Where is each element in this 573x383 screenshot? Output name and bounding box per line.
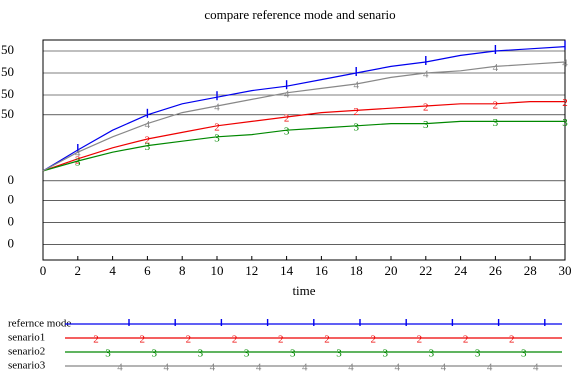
legend-marker: 4	[302, 362, 308, 374]
line-marker: 4	[423, 69, 429, 81]
legend-marker: 3	[105, 348, 111, 360]
x-tick-label: 8	[179, 263, 186, 278]
line-marker: 3	[423, 119, 429, 131]
legend-marker: 3	[151, 348, 157, 360]
legend-marker: 4	[394, 362, 400, 374]
line-marker: 4	[562, 58, 568, 70]
y-tick-label: 50	[1, 42, 14, 57]
legend-marker: 2	[139, 334, 145, 346]
y-tick-label: 50	[1, 106, 14, 121]
legend-marker: 4	[210, 362, 216, 374]
line-marker: 4	[284, 88, 290, 100]
y-tick-label: 0	[8, 236, 15, 251]
x-tick-label: 24	[454, 263, 468, 278]
line-marker: 4	[75, 148, 81, 160]
line-marker: 4	[214, 102, 220, 114]
series-line	[42, 61, 566, 172]
x-tick-label: 30	[559, 263, 572, 278]
line-marker: 3	[145, 141, 151, 153]
legend-marker: 4	[487, 362, 493, 374]
x-axis-label: time	[292, 283, 315, 298]
legend-marker: 2	[324, 334, 330, 346]
x-tick-label: 16	[315, 263, 329, 278]
x-tick-label: 20	[385, 263, 398, 278]
x-tick-label: 4	[109, 263, 116, 278]
legend-marker: 4	[163, 362, 169, 374]
legend-marker: 2	[417, 334, 423, 346]
line-marker: 4	[145, 119, 151, 131]
legend-marker: 4	[441, 362, 447, 374]
x-tick-label: 18	[350, 263, 363, 278]
line-marker: 2	[214, 121, 220, 133]
legend-label: senario3	[8, 360, 46, 372]
series-line	[42, 46, 566, 172]
legend-marker: 3	[521, 348, 527, 360]
legend-marker: 4	[348, 362, 354, 374]
line-marker: 3	[493, 117, 499, 129]
legend-marker: 3	[382, 348, 388, 360]
x-tick-label: 12	[245, 263, 258, 278]
legend-marker: 3	[475, 348, 481, 360]
line-marker: 2	[562, 97, 568, 109]
y-tick-label: 0	[8, 192, 15, 207]
legend-marker: 3	[336, 348, 342, 360]
y-tick-label: 50	[1, 86, 14, 101]
series-line	[42, 120, 565, 172]
legend-marker: 2	[463, 334, 469, 346]
legend-marker: 4	[256, 362, 262, 374]
legend-marker: 2	[370, 334, 376, 346]
line-marker: 2	[493, 99, 499, 111]
legend-label: senario2	[8, 346, 45, 358]
plot-frame	[42, 39, 566, 261]
legend-marker: 2	[93, 334, 99, 346]
legend-label: senario1	[8, 332, 45, 344]
line-marker: 3	[75, 157, 81, 169]
line-marker: 3	[353, 121, 359, 133]
line-marker: 3	[214, 132, 220, 144]
legend-marker: 2	[509, 334, 515, 346]
x-tick-label: 0	[40, 263, 47, 278]
legend-marker: 3	[290, 348, 296, 360]
line-marker: 2	[423, 102, 429, 114]
line-marker: 4	[353, 80, 359, 92]
x-tick-label: 26	[489, 263, 503, 278]
line-marker: 4	[493, 62, 499, 74]
y-tick-label: 0	[8, 172, 15, 187]
line-marker: 3	[562, 117, 568, 129]
chart-title: compare reference mode and senario	[204, 7, 395, 22]
legend-label: refernce mode	[8, 318, 71, 330]
legend-marker: 4	[117, 362, 123, 374]
legend-marker: 3	[244, 348, 250, 360]
x-tick-label: 28	[524, 263, 537, 278]
line-marker: 2	[284, 113, 290, 125]
y-tick-label: 0	[8, 214, 15, 229]
x-tick-label: 22	[419, 263, 432, 278]
y-tick-label: 50	[1, 64, 14, 79]
x-tick-label: 10	[211, 263, 224, 278]
legend-marker: 2	[186, 334, 192, 346]
legend-marker: 2	[278, 334, 284, 346]
x-tick-label: 6	[144, 263, 151, 278]
line-marker: 2	[75, 154, 81, 166]
series-line	[42, 100, 565, 172]
legend-marker: 3	[198, 348, 204, 360]
legend-marker: 3	[429, 348, 435, 360]
line-marker: 2	[353, 106, 359, 118]
x-tick-label: 14	[280, 263, 294, 278]
legend-marker: 2	[232, 334, 238, 346]
legend-marker: 4	[533, 362, 539, 374]
line-marker: 2	[145, 135, 151, 147]
x-tick-label: 2	[75, 263, 82, 278]
line-marker: 3	[284, 126, 290, 138]
